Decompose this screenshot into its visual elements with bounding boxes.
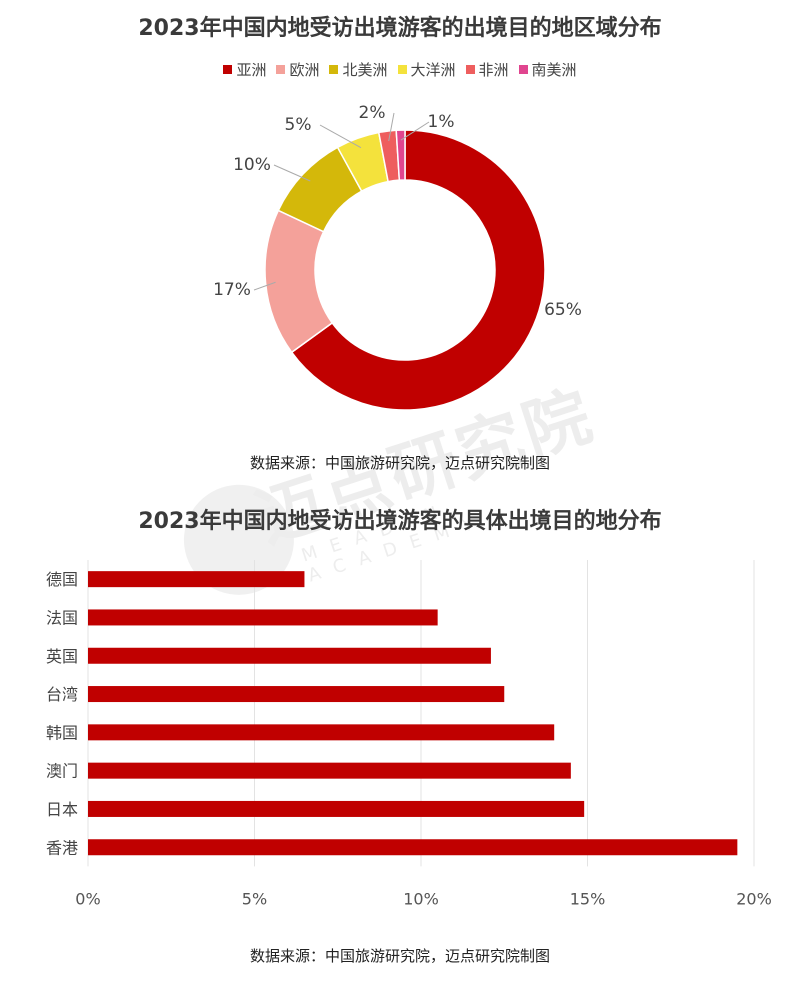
legend-swatch: [397, 65, 407, 74]
bar: [88, 647, 491, 664]
leader-line: [319, 124, 362, 149]
y-category-label: 澳门: [46, 762, 78, 781]
y-category-label: 香港: [46, 838, 78, 857]
slice-label: 65%: [544, 300, 582, 320]
slice-label: 5%: [285, 115, 312, 135]
bar: [88, 839, 738, 856]
leader-line: [253, 281, 276, 291]
slice-label: 10%: [233, 155, 271, 175]
bar-chart-source: 数据来源：中国旅游研究院，迈点研究院制图: [249, 947, 550, 965]
bar-chart-title: 2023年中国内地受访出境游客的具体出境目的地分布: [138, 509, 662, 534]
donut-slice: [395, 129, 406, 181]
bar: [88, 686, 505, 703]
bar: [88, 609, 438, 626]
leader-line: [388, 112, 395, 142]
bar: [88, 800, 585, 817]
legend-label: 大洋洲: [410, 61, 456, 79]
legend-swatch: [223, 65, 233, 74]
donut-chart: 65% 17% 10% 5% 2% 1%: [213, 103, 582, 411]
x-tick-label: 5%: [242, 889, 267, 908]
legend-swatch: [329, 65, 339, 74]
slice-label: 2%: [359, 103, 386, 123]
legend-label: 北美洲: [342, 61, 388, 79]
legend-label: 欧洲: [289, 61, 320, 79]
y-category-label: 英国: [46, 647, 78, 666]
bar: [88, 724, 555, 741]
donut-chart-source: 数据来源：中国旅游研究院，迈点研究院制图: [249, 454, 550, 472]
legend-label: 亚洲: [236, 61, 267, 79]
donut-chart-legend: 亚洲 欧洲 北美洲 大洋洲 非洲 南美洲: [0, 59, 800, 80]
legend-swatch: [518, 65, 528, 74]
x-tick-label: 20%: [736, 889, 772, 908]
y-category-label: 日本: [46, 800, 78, 819]
slice-label: 1%: [428, 112, 455, 132]
y-category-label: 法国: [46, 608, 78, 627]
leader-line: [400, 121, 430, 141]
legend-item: 大洋洲: [397, 59, 456, 80]
y-category-label: 德国: [46, 570, 78, 589]
legend-swatch: [465, 65, 475, 74]
y-category-label: 韩国: [46, 723, 78, 742]
x-tick-label: 15%: [570, 889, 606, 908]
x-tick-label: 10%: [403, 889, 439, 908]
leader-line: [273, 164, 311, 182]
donut-slice: [290, 129, 546, 411]
x-tick-label: 0%: [75, 889, 100, 908]
legend-item: 欧洲: [276, 59, 319, 80]
legend-item: 南美洲: [518, 59, 577, 80]
legend-item: 非洲: [465, 59, 509, 80]
donut-chart-title: 2023年中国内地受访出境游客的出境目的地区域分布: [138, 16, 662, 41]
legend-item: 亚洲: [223, 59, 266, 80]
slice-label: 17%: [213, 280, 251, 300]
bar: [88, 571, 305, 588]
y-category-label: 台湾: [46, 685, 78, 704]
legend-swatch: [276, 65, 286, 74]
legend-label: 南美洲: [531, 61, 577, 79]
bar: [88, 762, 571, 779]
legend-item: 北美洲: [329, 59, 388, 80]
legend-label: 非洲: [478, 61, 509, 79]
